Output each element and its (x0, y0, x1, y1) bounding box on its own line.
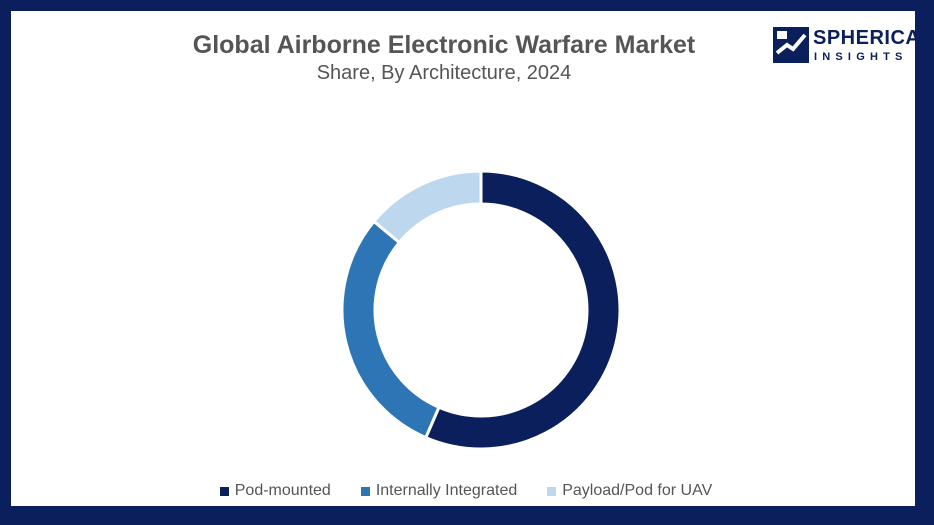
chart-subtitle: Share, By Architecture, 2024 (316, 62, 572, 84)
legend-swatch (219, 486, 229, 496)
brand-logo-icon (773, 27, 809, 63)
brand-logo: SPHERICAL INSIGHTS (773, 25, 933, 69)
legend-label: Internally Integrated (375, 482, 518, 499)
chart-title: Global Airborne Electronic Warfare Marke… (192, 31, 696, 59)
legend: Pod-mounted Internally Integrated Payloa… (11, 482, 921, 500)
legend-label: Payload/Pod for UAV (562, 482, 713, 499)
donut-chart (340, 169, 622, 451)
donut-slice-payload-pod-for-uav (371, 169, 483, 245)
legend-label: Pod-mounted (234, 482, 331, 499)
legend-item-internally-integrated: Internally Integrated (360, 482, 518, 500)
legend-swatch (360, 486, 370, 496)
chart-frame: Global Airborne Electronic Warfare Marke… (8, 8, 933, 509)
donut-slice-pod-mounted (423, 169, 622, 451)
legend-swatch (547, 486, 557, 496)
brand-name-line1: SPHERICAL (813, 27, 934, 49)
brand-name-line2: INSIGHTS (814, 51, 908, 63)
legend-item-payload-pod-uav: Payload/Pod for UAV (547, 482, 712, 500)
legend-item-pod-mounted: Pod-mounted (219, 482, 331, 500)
donut-slice-internally-integrated (340, 219, 441, 440)
